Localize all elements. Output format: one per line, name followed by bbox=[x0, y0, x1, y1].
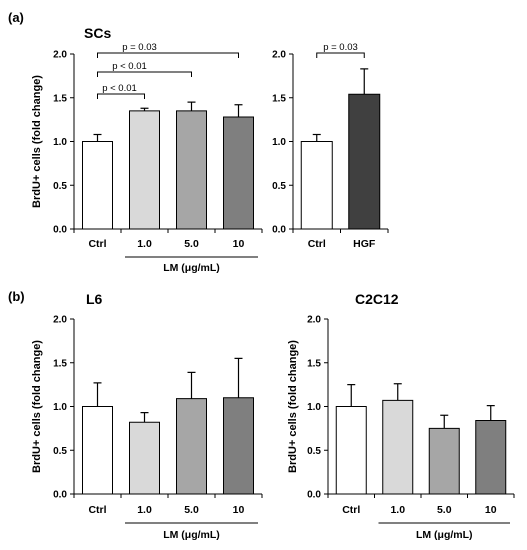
bar-HGF bbox=[348, 93, 381, 230]
y-tick-label: 2.0 bbox=[53, 315, 67, 326]
bar-Ctrl bbox=[82, 141, 113, 230]
bar-10 bbox=[475, 420, 507, 495]
category-label: Ctrl bbox=[308, 238, 326, 250]
y-tick-label: 1.0 bbox=[53, 402, 67, 413]
y-tick-label: 1.5 bbox=[53, 358, 67, 369]
panel-b-label: (b) bbox=[8, 289, 25, 304]
y-tick-label: 0.0 bbox=[53, 490, 67, 501]
y-tick-label: 1.5 bbox=[307, 358, 321, 369]
group-label: LM (μg/mL) bbox=[416, 529, 473, 541]
bar-5.0 bbox=[428, 427, 460, 495]
y-tick-label: 2.0 bbox=[53, 50, 67, 61]
significance-bracket bbox=[316, 52, 365, 58]
group-label: LM (μg/mL) bbox=[163, 262, 220, 274]
bar-5.0 bbox=[176, 110, 207, 230]
category-label: 5.0 bbox=[184, 238, 199, 250]
chart-c2c12: C2C12 0.0 0.5 1.0 1.5 2.0 BrdU+ cells (fold ch… bbox=[287, 291, 515, 541]
bar-10 bbox=[223, 397, 254, 495]
y-tick-label: 1.5 bbox=[272, 93, 286, 104]
p-value-label: p = 0.03 bbox=[323, 42, 358, 53]
y-tick-label: 1.0 bbox=[307, 402, 321, 413]
group-label: LM (μg/mL) bbox=[163, 529, 220, 541]
y-tick-label: 0.5 bbox=[53, 181, 67, 192]
bar-Ctrl bbox=[335, 406, 367, 495]
category-label: Ctrl bbox=[88, 504, 106, 516]
p-value-label: p < 0.01 bbox=[102, 83, 137, 94]
y-axis-label: BrdU+ cells (fold change) bbox=[31, 75, 43, 208]
bar-1.0 bbox=[382, 399, 414, 495]
y-tick-label: 2.0 bbox=[272, 50, 286, 61]
chart-title: SCs bbox=[84, 25, 111, 41]
p-value-label: p = 0.03 bbox=[122, 42, 157, 53]
bar-Ctrl bbox=[300, 141, 333, 230]
category-label: 10 bbox=[233, 504, 245, 516]
significance-bracket bbox=[97, 93, 145, 99]
chart-l6: L6 0.0 0.5 1.0 1.5 2.0 BrdU+ cells (fold chang… bbox=[31, 291, 263, 541]
chart-title: C2C12 bbox=[355, 291, 399, 307]
category-label: Ctrl bbox=[342, 504, 360, 516]
category-label: 1.0 bbox=[390, 504, 405, 516]
category-label: Ctrl bbox=[88, 238, 106, 250]
chart-scs-hgf: 0.0 0.5 1.0 1.5 2.0 Ctrl HGF p = 0.03 bbox=[272, 42, 389, 250]
category-label: 1.0 bbox=[137, 238, 152, 250]
category-label: 10 bbox=[485, 504, 497, 516]
bar-5.0 bbox=[176, 398, 207, 495]
significance-bracket bbox=[97, 71, 192, 77]
y-tick-label: 2.0 bbox=[307, 315, 321, 326]
y-tick-label: 1.0 bbox=[272, 137, 286, 148]
chart-title: L6 bbox=[86, 291, 103, 307]
bar-1.0 bbox=[129, 110, 160, 230]
significance-bracket bbox=[97, 52, 239, 58]
category-label: 10 bbox=[233, 238, 245, 250]
category-label: 1.0 bbox=[137, 504, 152, 516]
y-axis-label: BrdU+ cells (fold change) bbox=[287, 340, 299, 473]
p-value-label: p < 0.01 bbox=[112, 61, 147, 72]
y-tick-label: 0.5 bbox=[272, 181, 286, 192]
charts-layer: SCs 0.0 0.5 1.0 1.5 2.0 BrdU+ cells (fold chan… bbox=[31, 25, 515, 541]
category-label: HGF bbox=[353, 238, 376, 250]
y-tick-label: 0.5 bbox=[307, 446, 321, 457]
y-axis-label: BrdU+ cells (fold change) bbox=[31, 340, 43, 473]
panel-a-label: (a) bbox=[8, 10, 24, 25]
y-tick-label: 1.0 bbox=[53, 137, 67, 148]
y-tick-label: 0.0 bbox=[272, 225, 286, 236]
bar-10 bbox=[223, 116, 254, 230]
bar-Ctrl bbox=[82, 406, 113, 495]
bar-1.0 bbox=[129, 421, 160, 495]
category-label: 5.0 bbox=[184, 504, 199, 516]
chart-scs-lm: SCs 0.0 0.5 1.0 1.5 2.0 BrdU+ cells (fold chan… bbox=[31, 25, 263, 274]
y-tick-label: 0.0 bbox=[53, 225, 67, 236]
y-tick-label: 1.5 bbox=[53, 93, 67, 104]
y-tick-label: 0.0 bbox=[307, 490, 321, 501]
y-tick-label: 0.5 bbox=[53, 446, 67, 457]
category-label: 5.0 bbox=[437, 504, 452, 516]
